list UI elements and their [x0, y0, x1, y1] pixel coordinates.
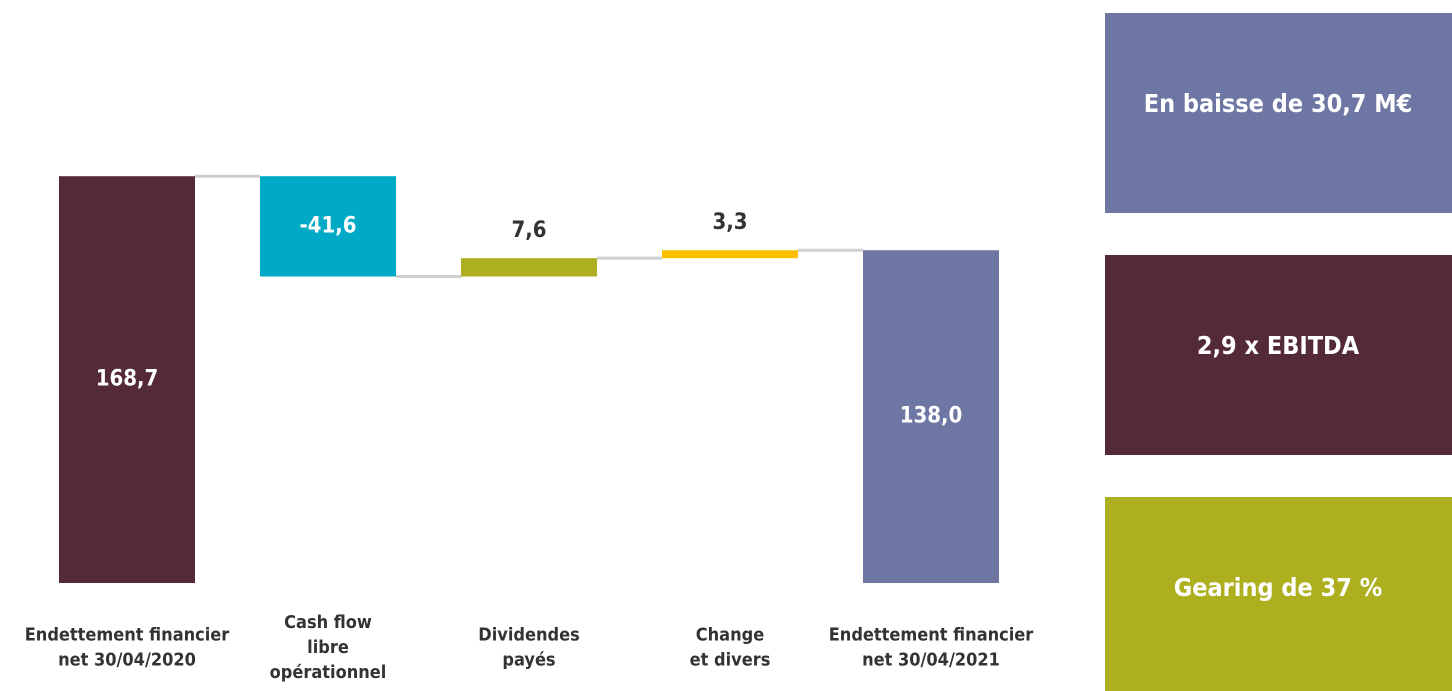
kpi-text: Gearing de 37 %	[1174, 573, 1382, 602]
value-label: 138,0	[900, 404, 963, 429]
value-label: 3,3	[712, 210, 747, 235]
x-tick-label: Dividendes	[478, 625, 579, 646]
bar	[662, 250, 798, 259]
bar	[59, 176, 195, 583]
value-label: 7,6	[511, 218, 546, 243]
x-tick-label: libre	[307, 637, 349, 658]
x-tick-label: net 30/04/2021	[862, 650, 1000, 671]
kpi-text: En baisse de 30,7 M€	[1144, 89, 1413, 118]
kpi-box	[1105, 255, 1452, 455]
x-tick-label: Cash flow	[284, 612, 372, 633]
x-tick-label: net 30/04/2020	[58, 650, 196, 671]
value-label: -41,6	[299, 213, 356, 238]
x-tick-label: Endettement financier	[25, 625, 230, 646]
kpi-box	[1105, 497, 1452, 691]
kpi-box	[1105, 13, 1452, 213]
bar	[461, 258, 597, 277]
kpi-text: 2,9 x EBITDA	[1197, 331, 1360, 360]
bar	[260, 176, 396, 277]
x-tick-label: opérationnel	[270, 662, 387, 683]
x-tick-label: et divers	[690, 650, 771, 671]
value-label: 168,7	[96, 367, 159, 392]
x-tick-label: Endettement financier	[829, 625, 1034, 646]
x-tick-label: payés	[502, 650, 555, 671]
bar	[863, 250, 999, 584]
x-tick-label: Change	[696, 625, 764, 646]
